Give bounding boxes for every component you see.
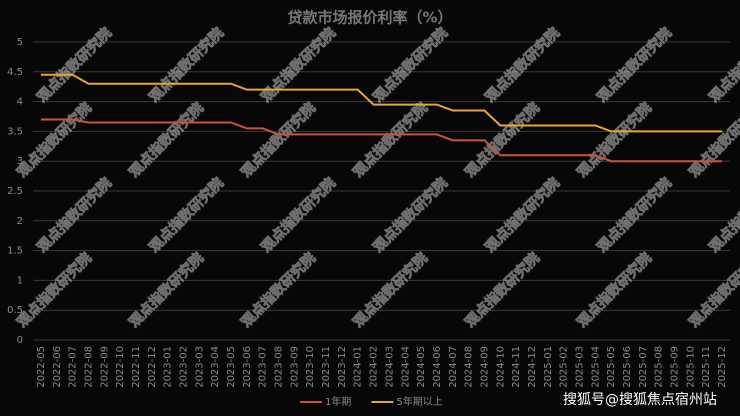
- x-tick-label: 2023-05: [226, 346, 237, 388]
- x-tick-label: 2025-07: [638, 346, 649, 388]
- x-tick-label: 2024-04: [400, 346, 411, 388]
- x-tick-label: 2022-08: [83, 346, 94, 388]
- x-tick-label: 2023-07: [258, 346, 269, 388]
- x-tick-label: 2024-08: [464, 346, 475, 388]
- y-tick-label: 4.5: [7, 67, 23, 78]
- x-tick-label: 2024-07: [448, 346, 459, 388]
- x-tick-label: 2023-03: [194, 346, 205, 388]
- x-tick-label: 2023-09: [289, 346, 300, 388]
- y-tick-label: 2: [17, 216, 23, 227]
- x-tick-label: 2023-01: [163, 346, 174, 388]
- x-tick-label: 2024-11: [511, 346, 522, 388]
- x-tick-label: 2024-06: [432, 346, 443, 388]
- x-tick-label: 2025-02: [559, 346, 570, 388]
- y-tick-label: 1.5: [7, 246, 23, 257]
- x-tick-label: 2025-06: [622, 346, 633, 388]
- x-tick-label: 2022-07: [68, 346, 79, 388]
- y-tick-label: 5: [17, 37, 23, 48]
- x-tick-label: 2023-04: [210, 346, 221, 388]
- y-tick-label: 0.5: [7, 305, 23, 316]
- x-tick-label: 2023-02: [178, 346, 189, 388]
- x-tick-label: 2025-12: [717, 346, 728, 388]
- x-tick-label: 2024-09: [479, 346, 490, 388]
- series-line: [40, 118, 723, 163]
- x-tick-label: 2022-06: [52, 346, 63, 388]
- x-tick-label: 2025-10: [685, 346, 696, 388]
- x-tick-label: 2025-01: [543, 346, 554, 388]
- legend-label: 5年期以上: [396, 395, 442, 408]
- x-tick-label: 2025-08: [654, 346, 665, 388]
- x-tick-label: 2024-05: [416, 346, 427, 388]
- x-tick-label: 2025-03: [575, 346, 586, 388]
- x-tick-label: 2024-10: [495, 346, 506, 388]
- y-tick-label: 0: [17, 335, 23, 346]
- x-tick-label: 2022-05: [36, 346, 47, 388]
- x-tick-label: 2025-09: [670, 346, 681, 388]
- x-tick-label: 2024-03: [384, 346, 395, 388]
- x-tick-label: 2025-05: [606, 346, 617, 388]
- x-tick-label: 2023-12: [337, 346, 348, 388]
- x-tick-label: 2023-11: [321, 346, 332, 388]
- x-tick-label: 2022-10: [115, 346, 126, 388]
- legend-label: 1年期: [325, 395, 351, 408]
- x-tick-label: 2024-01: [353, 346, 364, 388]
- x-tick-label: 2022-09: [99, 346, 110, 388]
- y-tick-label: 3.5: [7, 126, 23, 137]
- series-line: [40, 73, 723, 133]
- x-tick-label: 2023-08: [274, 346, 285, 388]
- x-tick-label: 2022-11: [131, 346, 142, 388]
- x-tick-label: 2024-02: [369, 346, 380, 388]
- y-tick-label: 1: [17, 275, 23, 286]
- y-tick-label: 3: [17, 156, 23, 167]
- x-tick-label: 2023-10: [305, 346, 316, 388]
- credit: 搜狐号@搜狐焦点宿州站: [563, 391, 717, 408]
- x-tick-label: 2025-04: [590, 346, 601, 388]
- x-tick-label: 2025-11: [701, 346, 712, 388]
- y-tick-label: 2.5: [7, 186, 23, 197]
- x-tick-label: 2022-12: [147, 346, 158, 388]
- x-tick-label: 2023-06: [242, 346, 253, 388]
- x-tick-label: 2024-12: [527, 346, 538, 388]
- y-tick-label: 4: [17, 97, 23, 108]
- chart-title: 贷款市场报价利率（%）: [287, 9, 452, 27]
